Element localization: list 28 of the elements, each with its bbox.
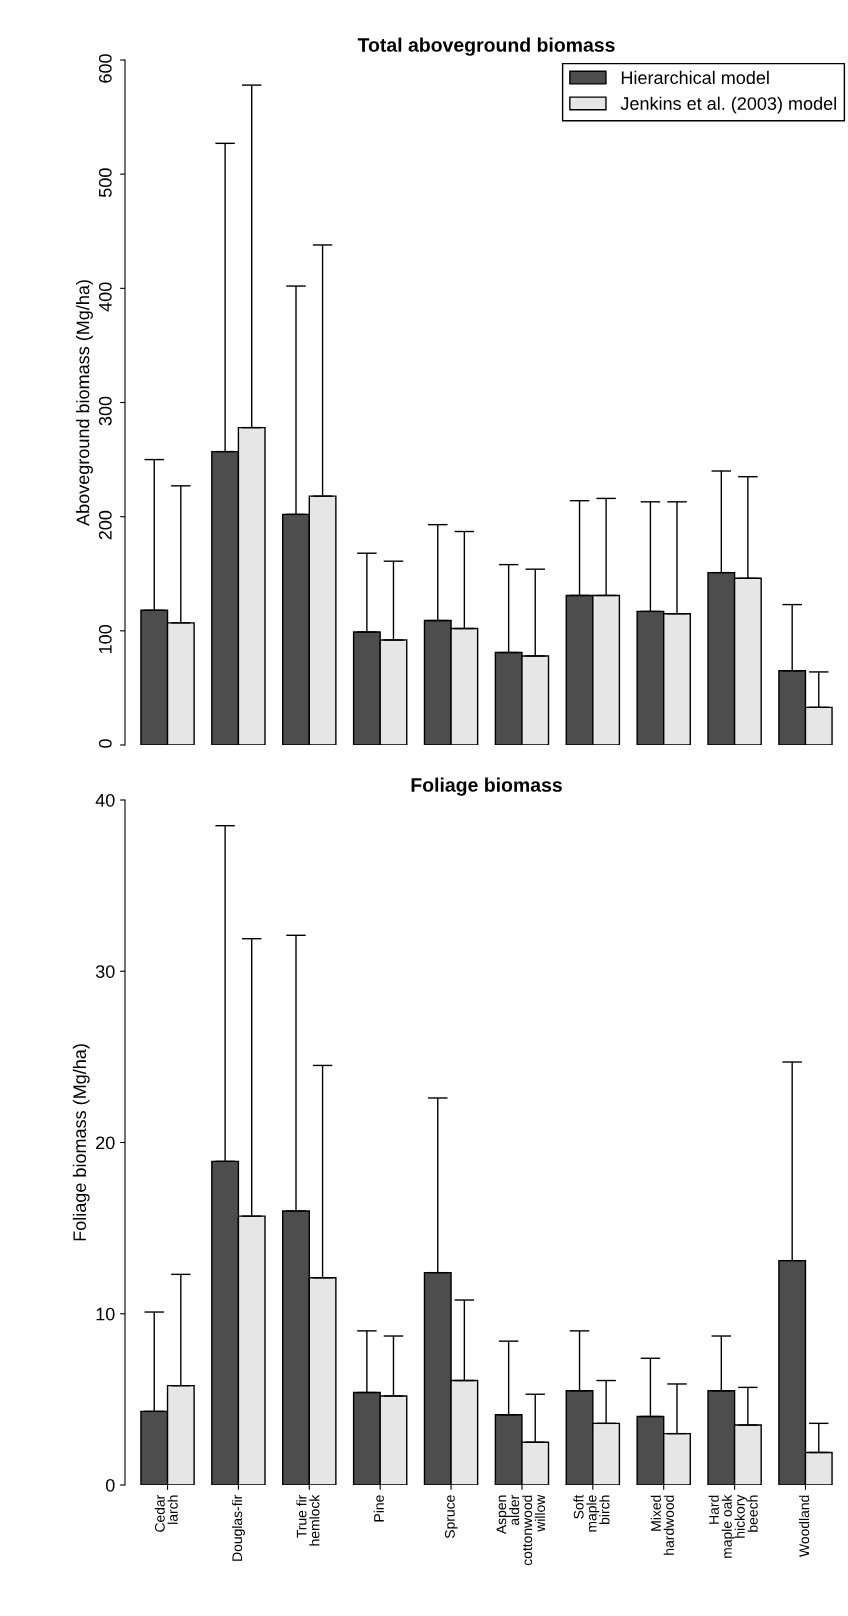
- x-tick-label: Pine: [373, 1495, 384, 1522]
- legend-label: Jenkins et al. (2003) model: [620, 96, 836, 114]
- y-tick-label: 30: [95, 965, 115, 978]
- x-tick-label: Spruce: [444, 1495, 458, 1539]
- y-tick-label: 0: [98, 739, 112, 748]
- x-tick-label: Hard maple oak hickory beech: [708, 1494, 758, 1558]
- chart-title: Total aboveground biomass: [357, 37, 615, 56]
- x-tick-label: Soft maple birch: [573, 1494, 610, 1532]
- y-tick-label: 100: [98, 624, 112, 654]
- y-tick-label: 400: [98, 282, 112, 312]
- x-tick-label: Woodland: [799, 1495, 810, 1557]
- y-axis-title: Aboveground biomass (Mg/ha): [76, 280, 93, 526]
- y-tick-label: 20: [96, 1136, 115, 1150]
- x-tick-label: Cedar larch: [154, 1494, 178, 1532]
- y-axis-title: Foliage biomass (Mg/ha): [72, 1044, 90, 1241]
- legend-label: Hierarchical model: [621, 70, 769, 85]
- chart-title: Foliage biomass: [411, 777, 562, 796]
- y-tick-label: 200: [98, 510, 112, 540]
- y-tick-label: 300: [98, 396, 112, 426]
- x-tick-label: Mixed hardwood: [650, 1495, 674, 1555]
- y-tick-label: 10: [96, 1307, 115, 1321]
- x-tick-label: True fir hemlock: [296, 1494, 320, 1546]
- y-tick-label: 0: [105, 1478, 115, 1492]
- y-tick-label: 600: [98, 54, 112, 83]
- x-tick-label: Aspen alder cottonwood willow: [496, 1494, 546, 1566]
- x-tick-label: Douglas-fir: [231, 1494, 245, 1561]
- y-tick-label: 40: [95, 793, 115, 807]
- y-tick-label: 500: [98, 168, 112, 198]
